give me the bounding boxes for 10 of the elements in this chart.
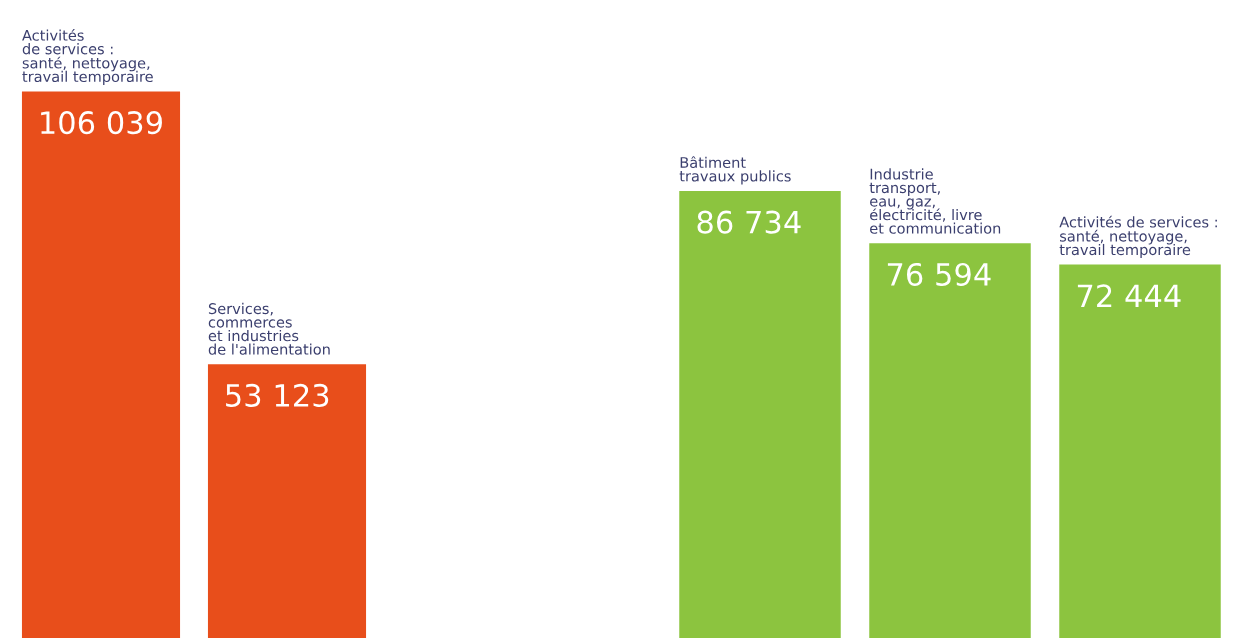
data-label: 106 039: [41, 111, 162, 135]
data-label: 53 123: [226, 383, 329, 407]
data-label: 76 594: [887, 262, 991, 286]
data-label: 72 444: [1077, 284, 1181, 307]
data-label: 86 734: [697, 210, 801, 234]
x-tick-label: Activités de services : santé, nettoyage, travail temporaire: [22, 28, 153, 85]
x-tick-label: Services, commerces et industries de l'alimentation: [208, 302, 330, 355]
x-tick-label: Bâtiment travaux publics: [679, 156, 791, 185]
x-tick-label: Industrie transport, eau, gaz, électricité, livre et communication: [869, 168, 1001, 234]
x-tick-label: Activités de services : santé, nettoyage, travail temporaire: [1059, 215, 1217, 259]
